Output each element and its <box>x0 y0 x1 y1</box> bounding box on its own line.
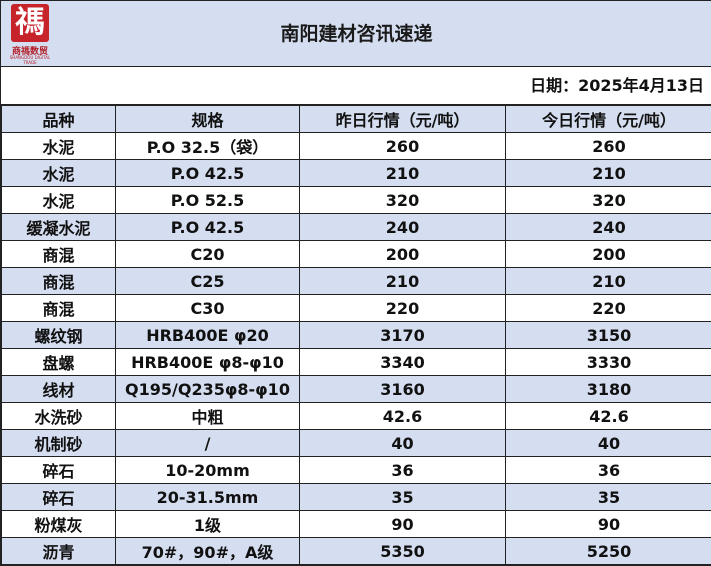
yesterday-price-cell: 210 <box>299 159 506 187</box>
table-row: 水泥 P.O 32.5（袋） 260 260 <box>1 132 711 160</box>
table-row: 碎石 20-31.5mm 35 35 <box>1 483 711 511</box>
variety-cell: 碎石 <box>1 456 116 484</box>
spec-cell: HRB400E φ8-φ10 <box>115 348 300 376</box>
table-row: 线材 Q195/Q235φ8-φ10 3160 3180 <box>1 375 711 403</box>
table-header-row: 品种 规格 昨日行情（元/吨） 今日行情（元/吨） <box>1 105 711 133</box>
column-header-variety: 品种 <box>1 105 116 133</box>
table-row: 缓凝水泥 P.O 42.5 240 240 <box>1 213 711 241</box>
today-price-cell: 35 <box>505 483 711 511</box>
today-price-cell: 210 <box>505 159 711 187</box>
today-price-cell: 240 <box>505 213 711 241</box>
yesterday-price-cell: 35 <box>299 483 506 511</box>
yesterday-price-cell: 260 <box>299 132 506 160</box>
today-price-cell: 42.6 <box>505 402 711 430</box>
spec-cell: C25 <box>115 267 300 295</box>
table-row: 机制砂/40 40 <box>1 429 711 457</box>
today-price-cell: 3330 <box>505 348 711 376</box>
yesterday-price-cell: 3160 <box>299 375 506 403</box>
yesterday-price-cell: 220 <box>299 294 506 322</box>
variety-cell: 商混 <box>1 240 116 268</box>
variety-cell: 水泥 <box>1 186 116 214</box>
today-price-cell: 200 <box>505 240 711 268</box>
table-row: 商混 C25 210 210 <box>1 267 711 295</box>
logo-subtitle: SHANGDOU DIGITAL TRADE <box>9 55 51 65</box>
table-row: 碎石 10-20mm 36 36 <box>1 456 711 484</box>
yesterday-price-cell: 5350 <box>299 537 506 565</box>
spec-cell: 中粗 <box>115 402 300 430</box>
spec-cell: Q195/Q235φ8-φ10 <box>115 375 300 403</box>
title-bar: 禡 商禡数贸 SHANGDOU DIGITAL TRADE 南阳建材咨讯速递 <box>1 1 711 67</box>
spec-cell: C20 <box>115 240 300 268</box>
yesterday-price-cell: 90 <box>299 510 506 538</box>
variety-cell: 商混 <box>1 294 116 322</box>
variety-cell: 缓凝水泥 <box>1 213 116 241</box>
spec-cell: HRB400E φ20 <box>115 321 300 349</box>
column-header-spec: 规格 <box>115 105 300 133</box>
variety-cell: 盘螺 <box>1 348 116 376</box>
yesterday-price-cell: 3170 <box>299 321 506 349</box>
yesterday-price-cell: 36 <box>299 456 506 484</box>
yesterday-price-cell: 320 <box>299 186 506 214</box>
spec-cell: P.O 42.5 <box>115 213 300 241</box>
brand-logo: 禡 商禡数贸 SHANGDOU DIGITAL TRADE <box>5 4 55 65</box>
variety-cell: 机制砂 <box>1 429 116 457</box>
yesterday-price-cell: 40 <box>299 429 506 457</box>
variety-cell: 螺纹钢 <box>1 321 116 349</box>
table-row: 盘螺 HRB400E φ8-φ10 3340 3330 <box>1 348 711 376</box>
today-price-cell: 40 <box>505 429 711 457</box>
spec-cell: / <box>115 429 300 457</box>
today-price-cell: 260 <box>505 132 711 160</box>
variety-cell: 商混 <box>1 267 116 295</box>
today-price-cell: 5250 <box>505 537 711 565</box>
yesterday-price-cell: 210 <box>299 267 506 295</box>
column-header-yesterday-price: 昨日行情（元/吨） <box>299 105 506 133</box>
spec-cell: P.O 42.5 <box>115 159 300 187</box>
price-table: 品种 规格 昨日行情（元/吨） 今日行情（元/吨） 水泥 P.O 32.5（袋） 2… <box>1 105 711 565</box>
page-title: 南阳建材咨讯速递 <box>280 23 433 45</box>
table-row: 粉煤灰 1级 90 90 <box>1 510 711 538</box>
table-row: 螺纹钢 HRB400E φ20 3170 3150 <box>1 321 711 349</box>
yesterday-price-cell: 42.6 <box>299 402 506 430</box>
table-row: 沥青 70#，90#，A级 5350 5250 <box>1 537 711 565</box>
spec-cell: 10-20mm <box>115 456 300 484</box>
variety-cell: 水泥 <box>1 132 116 160</box>
spec-cell: 70#，90#，A级 <box>115 537 300 565</box>
today-price-cell: 210 <box>505 267 711 295</box>
today-price-cell: 90 <box>505 510 711 538</box>
table-row: 商混 C20 200 200 <box>1 240 711 268</box>
today-price-cell: 220 <box>505 294 711 322</box>
variety-cell: 沥青 <box>1 537 116 565</box>
today-price-cell: 3150 <box>505 321 711 349</box>
variety-cell: 线材 <box>1 375 116 403</box>
spec-cell: P.O 52.5 <box>115 186 300 214</box>
table-row: 水泥 P.O 42.5 210 210 <box>1 159 711 187</box>
spec-cell: 1级 <box>115 510 300 538</box>
yesterday-price-cell: 200 <box>299 240 506 268</box>
column-header-today-price: 今日行情（元/吨） <box>505 105 711 133</box>
table-row: 水洗砂 中粗 42.6 42.6 <box>1 402 711 430</box>
date-row: 日期：2025年4月13日 <box>1 67 711 105</box>
table-row: 商混 C30 220 220 <box>1 294 711 322</box>
variety-cell: 水洗砂 <box>1 402 116 430</box>
variety-cell: 水泥 <box>1 159 116 187</box>
spec-cell: 20-31.5mm <box>115 483 300 511</box>
today-price-cell: 36 <box>505 456 711 484</box>
table-body: 水泥 P.O 32.5（袋） 260 260 水泥 P.O 42.5 210 210 水泥 P.O… <box>1 132 711 565</box>
today-price-cell: 320 <box>505 186 711 214</box>
spec-cell: P.O 32.5（袋） <box>115 132 300 160</box>
variety-cell: 碎石 <box>1 483 116 511</box>
today-price-cell: 3180 <box>505 375 711 403</box>
yesterday-price-cell: 240 <box>299 213 506 241</box>
spec-cell: C30 <box>115 294 300 322</box>
logo-mark-icon: 禡 <box>11 4 49 42</box>
date-label: 日期：2025年4月13日 <box>530 76 704 95</box>
table-row: 水泥 P.O 52.5 320 320 <box>1 186 711 214</box>
variety-cell: 粉煤灰 <box>1 510 116 538</box>
yesterday-price-cell: 3340 <box>299 348 506 376</box>
logo-name: 商禡数贸 <box>11 47 48 57</box>
